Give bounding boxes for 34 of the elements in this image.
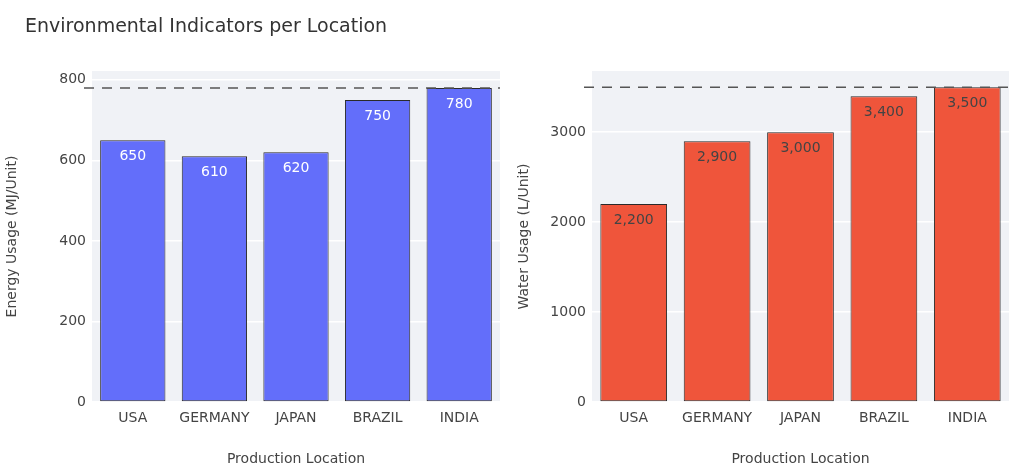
data-label: 3,000 [780, 138, 821, 155]
x-tick-label: USA [118, 409, 148, 426]
y-tick-label: 0 [77, 392, 86, 409]
y-tick-label: 1000 [550, 302, 586, 319]
x-axis-title: Production Location [731, 450, 870, 467]
chart-title: Environmental Indicators per Location [25, 14, 388, 36]
y-axis-title: Energy Usage (MJ/Unit) [3, 155, 20, 318]
x-tick-label: GERMANY [179, 409, 250, 426]
x-tick-label: INDIA [947, 409, 988, 426]
data-label: 750 [364, 106, 391, 123]
data-label: 2,900 [697, 147, 738, 164]
x-tick-label: GERMANY [682, 409, 753, 426]
data-label: 2,200 [613, 210, 654, 227]
x-tick-label: BRAZIL [352, 409, 403, 426]
data-label: 3,500 [947, 93, 988, 110]
data-label: 620 [282, 158, 310, 175]
y-tick-label: 600 [59, 151, 86, 168]
data-label: 3,400 [863, 102, 904, 119]
x-tick-label: INDIA [439, 409, 480, 426]
data-label: 610 [201, 163, 228, 180]
y-tick-label: 400 [59, 231, 86, 248]
y-tick-label: 800 [59, 70, 86, 87]
x-tick-label: USA [619, 409, 649, 426]
x-tick-label: BRAZIL [858, 409, 910, 426]
y-tick-label: 2000 [550, 212, 586, 229]
x-tick-label: JAPAN [778, 409, 822, 426]
y-tick-label: 3000 [550, 122, 586, 139]
y-tick-label: 0 [577, 392, 586, 409]
data-label: 650 [119, 146, 147, 163]
y-axis-title: Water Usage (L/Unit) [515, 163, 532, 310]
data-label: 780 [445, 94, 473, 111]
y-tick-label: 200 [59, 312, 86, 329]
x-axis-title: Production Location [226, 450, 366, 467]
x-tick-label: JAPAN [274, 409, 317, 426]
